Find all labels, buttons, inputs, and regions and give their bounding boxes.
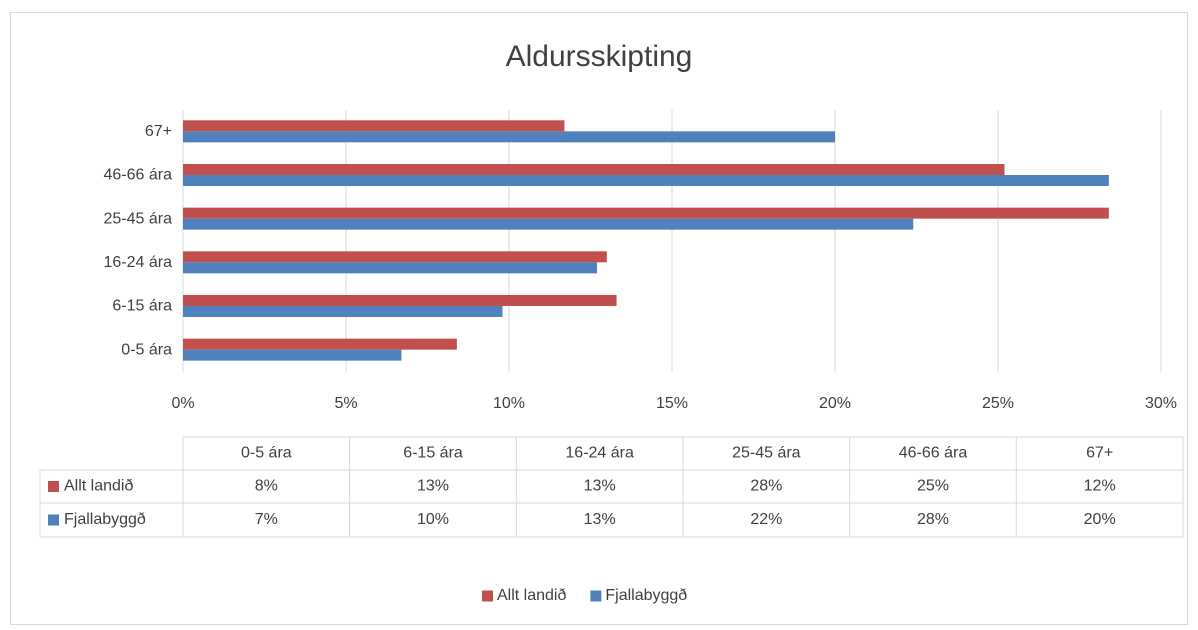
legend-label: Fjallabyggð [605,587,687,604]
table-row-label: Allt landið [64,478,133,495]
bar [183,164,1005,175]
x-tick-label: 0% [171,395,194,412]
table-legend-key [48,514,59,526]
x-tick-label: 10% [493,395,525,412]
bar [183,218,914,230]
table-row-label: Fjallabyggð [64,511,146,528]
table-cell: 13% [584,511,616,528]
y-tick-label: 0-5 ára [121,341,172,358]
y-tick-label: 16-24 ára [104,254,173,271]
table-cell: 12% [1084,478,1116,495]
x-tick-label: 25% [982,395,1014,412]
y-tick-label: 25-45 ára [104,210,173,227]
chart-title: Aldursskipting [506,40,693,73]
bar [183,349,402,361]
x-tick-label: 5% [334,395,357,412]
legend-key [590,590,602,602]
legend-label: Allt landið [497,587,566,604]
table-cell: 8% [255,478,278,495]
y-tick-label: 67+ [145,123,172,140]
table-cell: 13% [584,478,616,495]
bar [183,175,1109,186]
legend-key [482,590,493,602]
bar [183,131,835,143]
x-tick-label: 20% [819,395,851,412]
table-header: 25-45 ára [732,445,801,462]
bar [183,338,457,350]
table-cell: 13% [417,478,449,495]
table-header: 6-15 ára [403,445,463,462]
bar [183,306,503,317]
table-header: 16-24 ára [565,445,634,462]
table-cell: 20% [1084,511,1116,528]
bar [183,262,598,274]
chart-border [10,12,1188,625]
table-legend-key [48,481,59,492]
x-tick-label: 30% [1145,395,1177,412]
table-cell: 25% [917,478,949,495]
table-cell: 22% [750,511,782,528]
x-tick-label: 15% [656,395,688,412]
table-cell: 7% [255,511,278,528]
bar [183,295,617,306]
y-tick-label: 46-66 ára [104,167,173,184]
table-header: 46-66 ára [899,445,968,462]
bar [183,120,565,132]
table-header: 67+ [1086,445,1113,462]
bar [183,207,1109,219]
bar [183,251,607,263]
table-header: 0-5 ára [241,445,292,462]
table-cell: 10% [417,511,449,528]
y-tick-label: 6-15 ára [112,298,172,315]
table-cell: 28% [917,511,949,528]
table-cell: 28% [750,478,782,495]
